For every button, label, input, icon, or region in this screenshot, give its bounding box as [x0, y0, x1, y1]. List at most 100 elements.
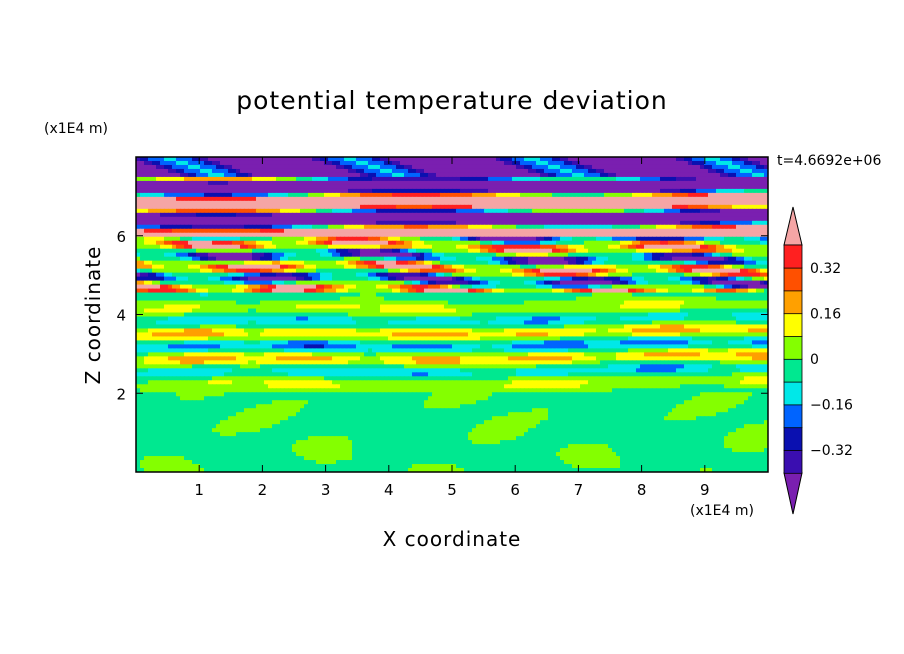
heatmap-cell	[660, 224, 665, 230]
heatmap-cell	[280, 228, 285, 234]
heatmap-cell	[492, 168, 497, 174]
heatmap-cell	[376, 184, 381, 190]
heatmap-cell	[720, 228, 725, 234]
heatmap-cell	[156, 160, 161, 166]
heatmap-cell	[256, 220, 261, 226]
heatmap-cell	[208, 280, 213, 286]
heatmap-cell	[476, 160, 481, 166]
heatmap-cell	[712, 172, 717, 178]
heatmap-cell	[604, 208, 609, 214]
heatmap-cell	[572, 272, 577, 278]
heatmap-cell	[600, 268, 605, 274]
heatmap-cell	[300, 264, 305, 270]
heatmap-cell	[352, 216, 357, 222]
heatmap-cell	[204, 176, 209, 182]
heatmap-cell	[340, 224, 345, 230]
heatmap-cell	[736, 204, 741, 210]
heatmap-cell	[576, 168, 581, 174]
heatmap-cell	[332, 264, 337, 270]
heatmap-cell	[716, 244, 721, 250]
heatmap-cell	[500, 212, 505, 218]
heatmap-cell	[344, 172, 349, 178]
heatmap-cell	[540, 164, 545, 170]
heatmap-cell	[560, 204, 565, 210]
heatmap-cell	[200, 184, 205, 190]
heatmap-cell	[308, 208, 313, 214]
heatmap-cell	[136, 256, 141, 262]
heatmap-cell	[696, 192, 701, 198]
heatmap-cell	[300, 176, 305, 182]
heatmap-cell	[552, 232, 557, 238]
heatmap-cell	[512, 236, 517, 242]
heatmap-cell	[140, 260, 145, 266]
heatmap-cell	[232, 204, 237, 210]
heatmap-cell	[340, 240, 345, 246]
heatmap-cell	[168, 164, 173, 170]
heatmap-cell	[756, 224, 761, 230]
heatmap-cell	[704, 216, 709, 222]
heatmap-cell	[228, 260, 233, 266]
heatmap-cell	[664, 248, 669, 254]
heatmap-cell	[156, 260, 161, 266]
heatmap-cell	[212, 252, 217, 258]
heatmap-cell	[728, 240, 733, 246]
heatmap-cell	[660, 196, 665, 202]
heatmap-cell	[620, 216, 625, 222]
heatmap-cell	[648, 228, 653, 234]
heatmap-cell	[516, 276, 521, 282]
heatmap-cell	[528, 236, 533, 242]
heatmap-cell	[668, 256, 673, 262]
heatmap-cell	[720, 212, 725, 218]
heatmap-cell	[396, 176, 401, 182]
heatmap-cell	[376, 180, 381, 186]
heatmap-cell	[392, 248, 397, 254]
heatmap-cell	[400, 216, 405, 222]
heatmap-cell	[468, 260, 473, 266]
heatmap-cell	[748, 240, 753, 246]
heatmap-cell	[680, 208, 685, 214]
heatmap-cell	[524, 232, 529, 238]
heatmap-cell	[596, 164, 601, 170]
heatmap-cell	[644, 220, 649, 226]
heatmap-cell	[552, 256, 557, 262]
heatmap-cell	[272, 192, 277, 198]
heatmap-cell	[296, 272, 301, 278]
heatmap-cell	[408, 172, 413, 178]
heatmap-cell	[492, 212, 497, 218]
heatmap-cell	[704, 272, 709, 278]
heatmap-cell	[760, 248, 765, 254]
heatmap-cell	[188, 260, 193, 266]
heatmap-cell	[264, 188, 269, 194]
heatmap-cell	[556, 216, 561, 222]
heatmap-cell	[160, 232, 165, 238]
heatmap-cell	[476, 260, 481, 266]
heatmap-cell	[256, 200, 261, 206]
heatmap-cell	[404, 164, 409, 170]
heatmap-cell	[180, 256, 185, 262]
heatmap-cell	[140, 232, 145, 238]
heatmap-cell	[300, 160, 305, 166]
heatmap-cell	[536, 188, 541, 194]
heatmap-cell	[688, 252, 693, 258]
heatmap-cell	[584, 192, 589, 198]
heatmap-cell	[540, 276, 545, 282]
heatmap-cell	[684, 180, 689, 186]
heatmap-cell	[636, 276, 641, 282]
heatmap-cell	[612, 192, 617, 198]
heatmap-cell	[652, 176, 657, 182]
heatmap-cell	[392, 216, 397, 222]
heatmap-cell	[136, 228, 141, 234]
heatmap-cell	[516, 196, 521, 202]
heatmap-cell	[572, 204, 577, 210]
heatmap-cell	[528, 212, 533, 218]
heatmap-cell	[664, 208, 669, 214]
heatmap-cell	[568, 160, 573, 166]
heatmap-cell	[452, 168, 457, 174]
heatmap-cell	[628, 244, 633, 250]
heatmap-cell	[296, 280, 301, 286]
heatmap-cell	[556, 172, 561, 178]
heatmap-cell	[392, 252, 397, 258]
heatmap-cell	[148, 180, 153, 186]
heatmap-cell	[600, 188, 605, 194]
heatmap-cell	[632, 216, 637, 222]
